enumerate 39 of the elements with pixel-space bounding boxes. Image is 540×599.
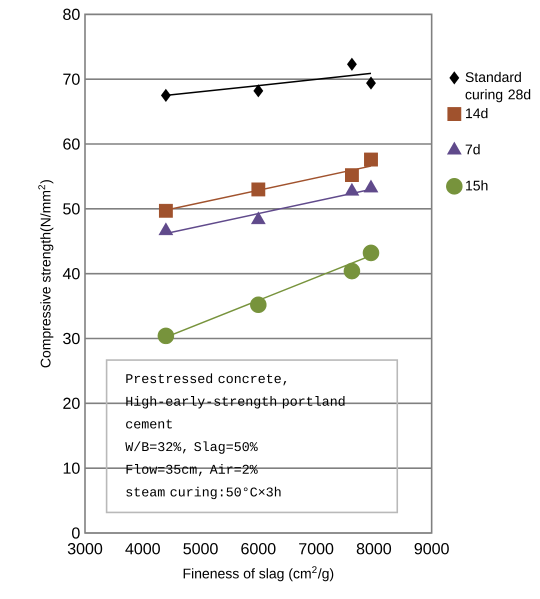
x-tick-label: 9000 xyxy=(414,543,449,554)
x-tick-label: 5000 xyxy=(183,543,218,554)
point xyxy=(161,88,171,102)
x-tick-label: 8000 xyxy=(356,543,392,554)
point xyxy=(158,204,173,218)
x-tick-label: 4000 xyxy=(125,543,160,554)
y-axis-title: Compressive strength(N/mm$^{2}$) xyxy=(38,180,54,368)
point xyxy=(344,262,360,280)
y-tick-label: 0 xyxy=(72,527,80,539)
y-tick-label: 40 xyxy=(62,268,80,280)
legend-label: Standard curing 28d xyxy=(466,72,530,102)
y-tick-label: 10 xyxy=(64,462,80,474)
x-axis-title: Fineness of slag (cm$^{2}$/g) xyxy=(184,566,334,582)
point xyxy=(251,182,266,196)
y-tick-label: 70 xyxy=(63,74,80,85)
point xyxy=(362,244,380,262)
legend-label: 15h xyxy=(466,180,488,191)
point xyxy=(364,152,378,166)
x-tick-label: 3000 xyxy=(68,543,102,554)
x-tick-label: 6000 xyxy=(241,543,276,554)
legend-label: 7d xyxy=(466,144,480,154)
annotation: High-early-strength portland cement xyxy=(126,396,345,428)
legend-label: 14d xyxy=(466,108,488,118)
y-tick-label: 50 xyxy=(63,203,80,214)
y-tick-label: 20 xyxy=(63,398,80,409)
point xyxy=(253,84,264,98)
annotation: Prestressed concrete, xyxy=(126,373,286,386)
point xyxy=(250,296,267,314)
y-tick-label: 80 xyxy=(63,8,80,20)
annotation: W/B=32%, Slag=50% xyxy=(125,441,258,454)
point xyxy=(344,168,359,182)
annotation: Flow=35cm, Air=2% xyxy=(126,464,258,476)
x-tick-label: 7000 xyxy=(299,543,334,554)
point xyxy=(366,76,376,90)
point xyxy=(158,328,174,344)
annotation: steam curing:50°C×3h xyxy=(126,486,281,500)
y-tick-label: 60 xyxy=(63,138,80,150)
point xyxy=(347,58,357,71)
y-tick-label: 30 xyxy=(63,332,80,344)
